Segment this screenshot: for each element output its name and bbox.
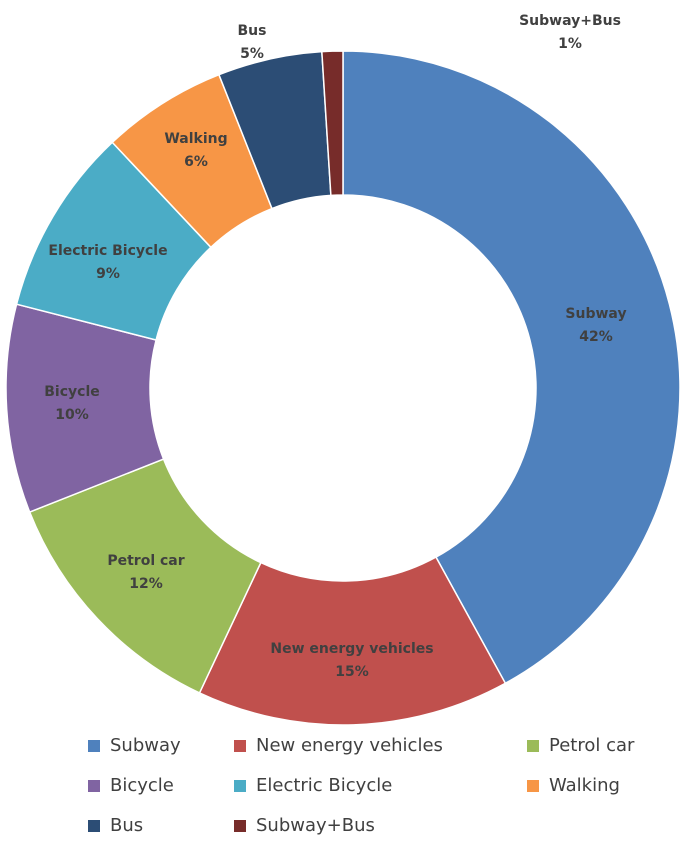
legend-swatch (88, 780, 100, 792)
slice-label: New energy vehicles (270, 641, 433, 657)
slice-value-label: 9% (96, 266, 120, 282)
legend-swatch (88, 820, 100, 832)
legend-label: Subway+Bus (256, 815, 375, 836)
legend-item: Electric Bicycle (234, 775, 392, 796)
legend-item: Subway+Bus (234, 815, 375, 836)
slice-value-label: 1% (558, 36, 582, 52)
slice-label: Walking (164, 131, 227, 147)
legend-swatch (234, 820, 246, 832)
legend-label: Bus (110, 815, 143, 836)
slice-value-label: 15% (335, 664, 369, 680)
slice-label: Subway+Bus (519, 13, 621, 29)
legend-label: Walking (549, 775, 620, 796)
slice-label: Bicycle (44, 384, 100, 400)
legend-label: New energy vehicles (256, 735, 443, 756)
legend-item: New energy vehicles (234, 735, 443, 756)
slice-value-label: 5% (240, 46, 264, 62)
slice-value-label: 12% (129, 576, 163, 592)
legend-swatch (88, 740, 100, 752)
legend-swatch (234, 740, 246, 752)
legend-swatch (527, 780, 539, 792)
legend-label: Bicycle (110, 775, 174, 796)
legend-item: Bicycle (88, 775, 174, 796)
slice-label: Bus (238, 23, 267, 39)
donut-slice (342, 50, 681, 685)
slice-value-label: 42% (579, 329, 613, 345)
legend-swatch (234, 780, 246, 792)
legend-swatch (527, 740, 539, 752)
slice-label: Petrol car (107, 553, 184, 569)
legend-label: Petrol car (549, 735, 635, 756)
slice-label: Electric Bicycle (48, 243, 167, 259)
slice-label: Subway (565, 306, 626, 322)
slice-value-label: 6% (184, 154, 208, 170)
legend-item: Subway (88, 735, 181, 756)
legend-item: Bus (88, 815, 143, 836)
slice-value-label: 10% (55, 407, 89, 423)
legend-label: Subway (110, 735, 181, 756)
legend-item: Petrol car (527, 735, 635, 756)
donut-slice (198, 556, 507, 726)
donut-slice (321, 50, 344, 197)
legend-label: Electric Bicycle (256, 775, 392, 796)
legend-item: Walking (527, 775, 620, 796)
